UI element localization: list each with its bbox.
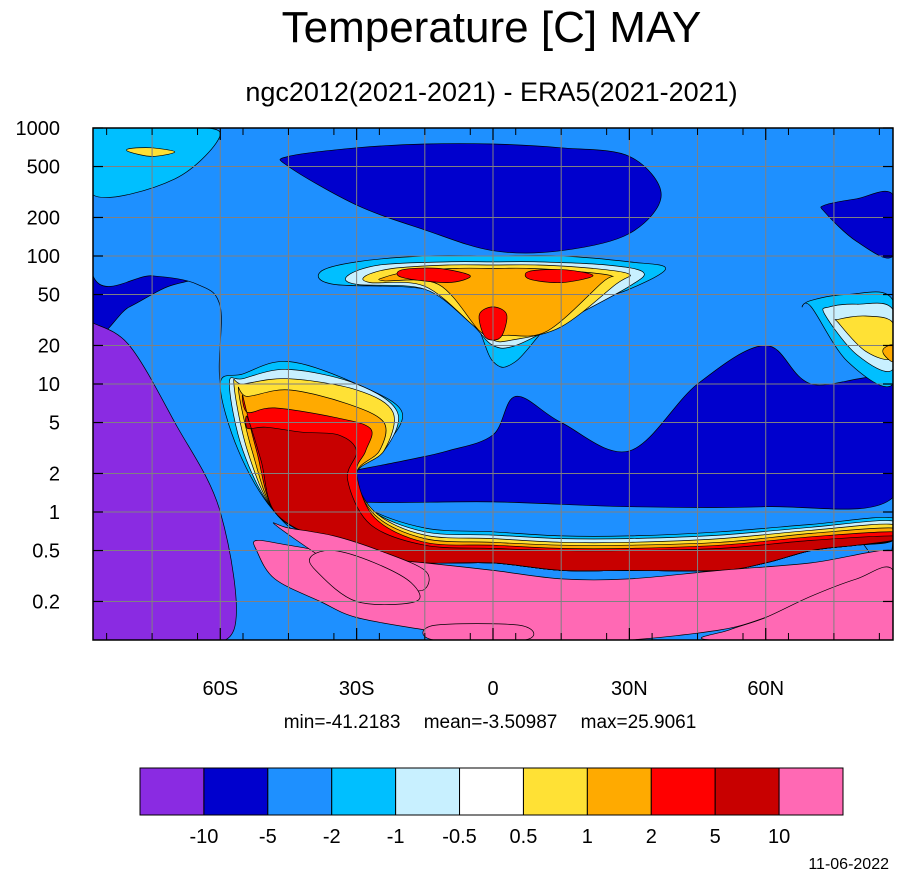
y-tick-label: 2 [49,463,60,485]
contour-region-5 [820,190,893,259]
colorbar-swatch [586,767,652,816]
colorbar-label: 10 [768,826,790,848]
colorbar-swatch [459,767,524,816]
colorbar-label: -2 [323,826,341,848]
colorbar-swatch [395,767,461,816]
y-tick-label: 0.5 [32,541,60,563]
y-tick-label: 5 [49,413,60,435]
colorbar-swatch [139,767,205,816]
x-axis: 60S 30S 0 30N 60N [106,128,880,700]
contour-region-10 [396,267,471,283]
colorbar-label: -0.5 [442,826,476,848]
y-tick-label: 10 [38,374,60,396]
grid-lines [93,127,893,640]
colorbar-swatch [522,767,588,816]
contour-region-21 [308,549,421,605]
colorbar-swatch [778,767,844,816]
colorbar-swatch [331,767,397,816]
colorbar-label: 1 [582,826,593,848]
colorbar-swatch [267,767,333,816]
y-tick-label: 100 [27,246,60,268]
x-tick-label: 0 [487,678,498,700]
contour-region-11 [524,269,594,284]
y-tick-label: 1000 [16,118,61,140]
x-tick-label: 60N [747,678,784,700]
x-tick-label: 30S [339,678,375,700]
colorbar-label: -1 [387,826,405,848]
contour-region-22 [422,623,535,640]
y-tick-label: 200 [27,207,60,229]
chart-subtitle: ngc2012(2021-2021) - ERA5(2021-2021) [245,77,738,107]
contour-region-29 [126,147,176,157]
colorbar-label: 5 [710,826,721,848]
colorbar-swatch [714,767,780,816]
y-axis: 0.2 0.5 1 2 5 10 20 50 100 200 500 1000 [16,118,893,613]
contour-region-27 [882,344,893,363]
colorbar-label: 0.5 [510,826,538,848]
contour-region-23 [701,566,893,640]
y-tick-label: 0.2 [32,591,60,613]
y-tick-label: 1 [49,502,60,524]
y-tick-label: 500 [27,157,60,179]
x-tick-label: 30N [611,678,648,700]
contour-region-1 [93,306,237,640]
chart-title: Temperature [C] MAY [281,3,702,52]
stat-max: max=25.9061 [580,712,697,733]
stats-line: min=-41.2183 mean=-3.50987 max=25.9061 [225,712,755,734]
date-stamp: 11-06-2022 [808,856,889,873]
contour-region-3 [285,345,893,510]
x-tick-label: 60S [202,678,238,700]
colorbar-label: -10 [189,826,218,848]
y-tick-label: 50 [38,285,60,307]
contour-fills [93,128,893,640]
colorbar: -10 -5 -2 -1 -0.5 0.5 1 2 5 10 [139,767,844,848]
colorbar-label: 2 [646,826,657,848]
y-tick-label: 20 [38,335,60,357]
contour-region-4 [279,143,662,254]
contour-region-26 [834,315,893,361]
stat-mean: mean=-3.50987 [423,712,558,733]
colorbar-label: -5 [259,826,277,848]
stat-min: min=-41.2183 [283,712,401,733]
colorbar-swatch [203,767,269,816]
colorbar-swatch [650,767,716,816]
